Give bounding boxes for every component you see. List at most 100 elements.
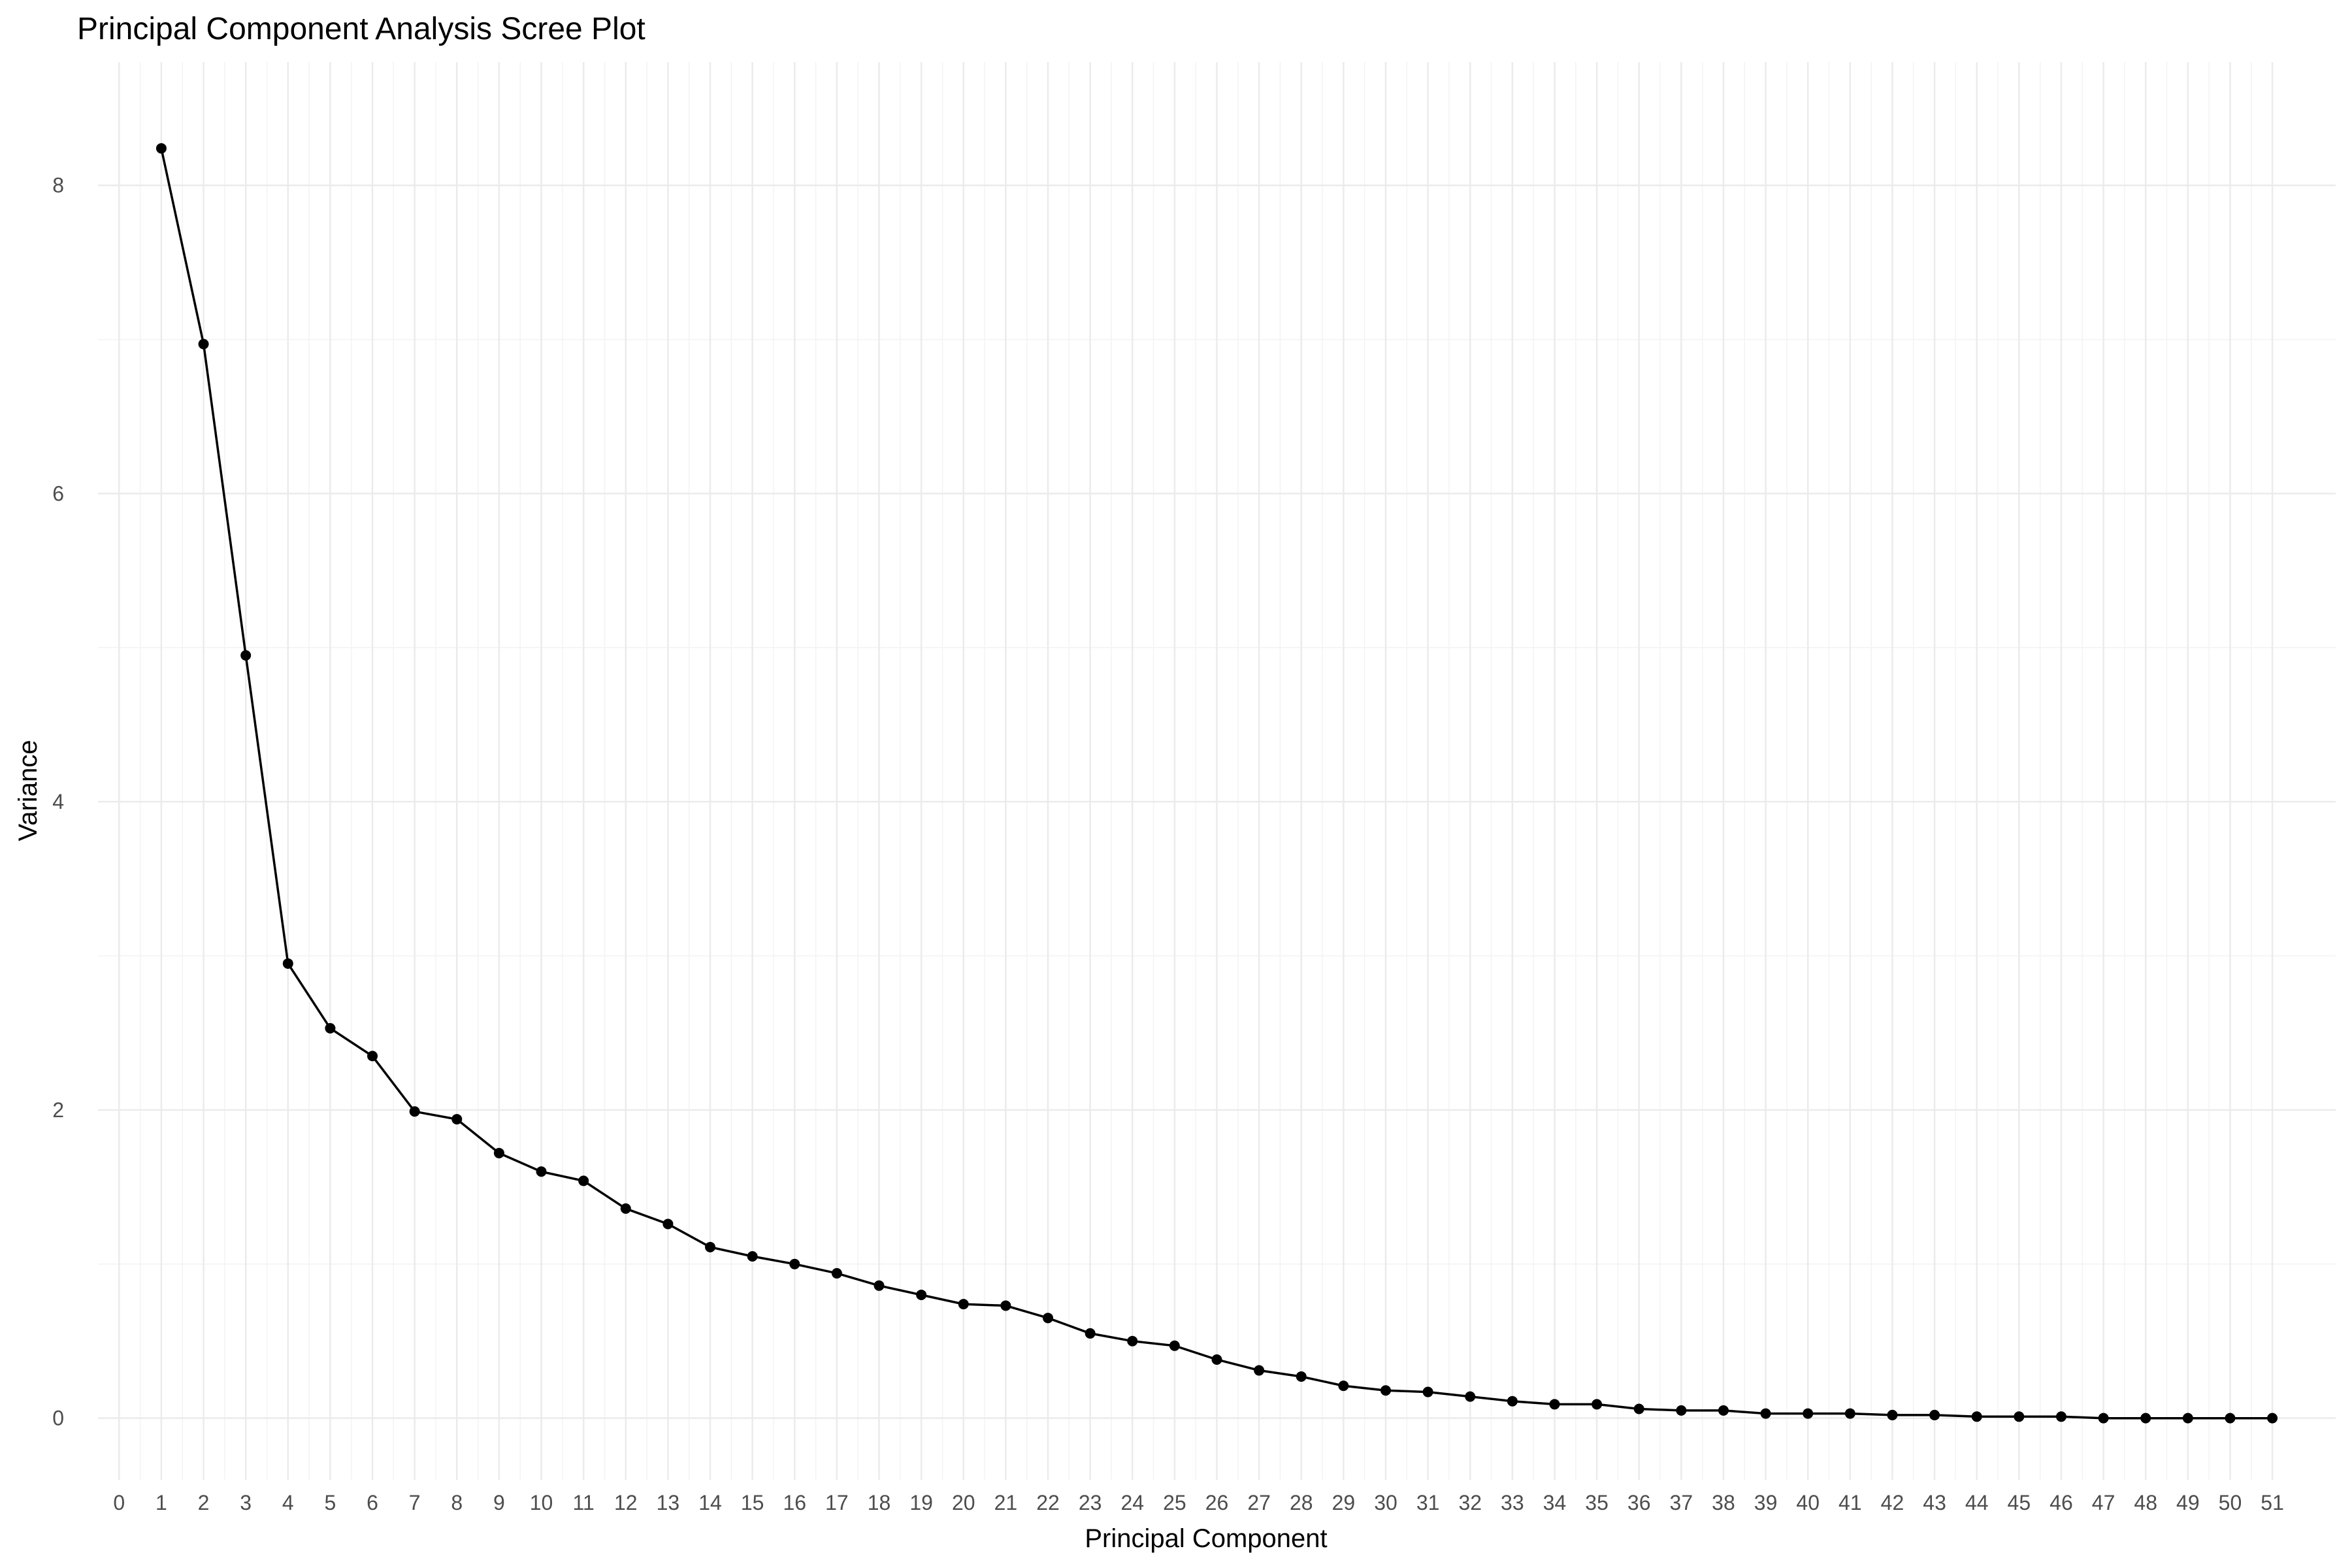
- data-point: [705, 1241, 716, 1252]
- x-tick-label: 51: [2261, 1491, 2284, 1514]
- x-tick-label: 16: [783, 1491, 806, 1514]
- data-point: [1676, 1405, 1687, 1416]
- data-point: [2098, 1413, 2109, 1424]
- x-tick-label: 23: [1079, 1491, 1102, 1514]
- x-tick-label: 11: [573, 1491, 595, 1514]
- x-tick-label: 15: [741, 1491, 764, 1514]
- data-point: [1971, 1411, 1982, 1422]
- x-tick-label: 1: [155, 1491, 167, 1514]
- x-tick-label: 24: [1120, 1491, 1144, 1514]
- data-point: [1929, 1409, 1940, 1420]
- data-point: [1422, 1386, 1433, 1397]
- data-point: [1000, 1300, 1011, 1311]
- data-point: [367, 1051, 378, 1062]
- x-tick-label: 48: [2134, 1491, 2157, 1514]
- data-point: [409, 1106, 420, 1117]
- data-point: [831, 1267, 842, 1279]
- x-tick-label: 36: [1627, 1491, 1651, 1514]
- x-tick-label: 4: [282, 1491, 294, 1514]
- data-point: [874, 1280, 885, 1291]
- data-point: [2182, 1413, 2193, 1424]
- x-tick-labels: 0 1 2 3 4 5 6 7 8 9 10 11 12 13 14 15 16 17 18 19 20 21 22 23 24…: [113, 1491, 2283, 1514]
- x-tick-label: 14: [698, 1491, 722, 1514]
- x-tick-label: 12: [614, 1491, 638, 1514]
- y-tick-label: 8: [52, 174, 64, 197]
- x-tick-label: 2: [198, 1491, 210, 1514]
- data-point: [1338, 1380, 1349, 1392]
- x-tick-label: 3: [240, 1491, 252, 1514]
- data-point: [1844, 1408, 1855, 1419]
- data-point: [2225, 1413, 2236, 1424]
- grid-layer: [98, 62, 2336, 1480]
- x-tick-label: 39: [1754, 1491, 1778, 1514]
- data-point: [1211, 1354, 1222, 1365]
- series-layer: [155, 143, 2278, 1424]
- data-point: [493, 1147, 504, 1158]
- x-tick-label: 47: [2092, 1491, 2115, 1514]
- y-tick-labels: 0 2 4 6 8: [52, 174, 64, 1430]
- x-tick-label: 37: [1670, 1491, 1693, 1514]
- x-tick-label: 33: [1501, 1491, 1524, 1514]
- data-point: [1803, 1408, 1814, 1419]
- chart-title: Principal Component Analysis Scree Plot: [77, 12, 645, 46]
- data-point: [1043, 1313, 1054, 1324]
- y-tick-label: 2: [52, 1098, 64, 1122]
- data-point: [916, 1289, 927, 1300]
- x-tick-label: 10: [530, 1491, 553, 1514]
- data-point: [747, 1250, 758, 1262]
- data-point: [2014, 1411, 2025, 1422]
- x-tick-label: 20: [952, 1491, 975, 1514]
- x-tick-label: 50: [2219, 1491, 2242, 1514]
- y-tick-label: 0: [52, 1407, 64, 1430]
- data-point: [1887, 1409, 1898, 1420]
- x-tick-label: 43: [1923, 1491, 1946, 1514]
- y-tick-label: 6: [52, 482, 64, 505]
- x-tick-label: 21: [994, 1491, 1018, 1514]
- x-tick-label: 28: [1290, 1491, 1313, 1514]
- x-tick-label: 7: [409, 1491, 421, 1514]
- data-point: [1549, 1399, 1560, 1410]
- x-tick-label: 18: [868, 1491, 891, 1514]
- data-point: [155, 143, 167, 154]
- data-point: [240, 650, 252, 661]
- y-tick-label: 4: [52, 790, 64, 813]
- x-axis-title: Principal Component: [1085, 1524, 1327, 1553]
- x-tick-label: 25: [1163, 1491, 1186, 1514]
- x-tick-label: 13: [657, 1491, 680, 1514]
- data-point: [1633, 1403, 1644, 1414]
- x-tick-label: 35: [1585, 1491, 1609, 1514]
- x-tick-label: 32: [1458, 1491, 1482, 1514]
- data-point: [789, 1258, 800, 1269]
- data-point: [620, 1203, 631, 1214]
- data-point: [2055, 1411, 2066, 1422]
- data-point: [1169, 1340, 1180, 1351]
- data-point: [1380, 1385, 1391, 1396]
- x-tick-label: 40: [1796, 1491, 1820, 1514]
- x-tick-label: 34: [1543, 1491, 1567, 1514]
- data-point: [578, 1175, 589, 1186]
- x-tick-label: 29: [1332, 1491, 1356, 1514]
- x-tick-label: 42: [1881, 1491, 1904, 1514]
- data-point: [451, 1114, 463, 1125]
- x-tick-label: 19: [909, 1491, 933, 1514]
- x-tick-label: 31: [1416, 1491, 1440, 1514]
- data-point: [1507, 1396, 1518, 1407]
- data-point: [2140, 1413, 2151, 1424]
- x-tick-label: 44: [1965, 1491, 1989, 1514]
- y-axis-title: Variance: [14, 740, 42, 841]
- data-point: [1760, 1408, 1771, 1419]
- data-point: [325, 1022, 336, 1034]
- data-point: [2267, 1413, 2278, 1424]
- x-tick-label: 0: [113, 1491, 125, 1514]
- x-tick-label: 26: [1205, 1491, 1229, 1514]
- x-tick-label: 30: [1374, 1491, 1397, 1514]
- data-point: [662, 1218, 674, 1230]
- data-point: [958, 1299, 969, 1310]
- x-tick-label: 49: [2176, 1491, 2200, 1514]
- data-point: [1718, 1405, 1729, 1416]
- data-point: [198, 338, 209, 350]
- x-tick-label: 22: [1036, 1491, 1060, 1514]
- x-tick-label: 17: [825, 1491, 849, 1514]
